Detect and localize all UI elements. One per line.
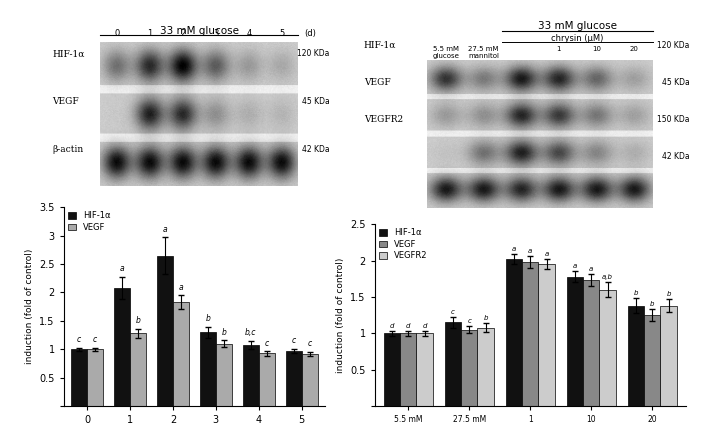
Bar: [173, 302, 189, 406]
Text: 5: 5: [279, 30, 284, 38]
Text: 45 KDa: 45 KDa: [662, 77, 689, 87]
Bar: [302, 354, 317, 406]
Text: b,c: b,c: [245, 328, 257, 338]
Bar: [259, 353, 275, 406]
Text: 45 KDa: 45 KDa: [302, 97, 329, 106]
Text: a: a: [119, 264, 124, 273]
Bar: [522, 262, 539, 406]
Text: β-actin: β-actin: [52, 145, 83, 154]
Bar: [286, 351, 302, 406]
Text: HIF-1α: HIF-1α: [364, 41, 396, 49]
Bar: [477, 327, 493, 406]
Bar: [644, 315, 660, 406]
Text: 120 KDa: 120 KDa: [297, 49, 329, 58]
Text: (d): (d): [304, 30, 316, 38]
Text: b: b: [666, 291, 671, 297]
Text: VEGF: VEGF: [52, 97, 79, 106]
Text: c: c: [93, 335, 98, 344]
Text: 1: 1: [556, 46, 561, 52]
Text: a: a: [512, 246, 516, 252]
Bar: [216, 343, 232, 406]
Legend: HIF-1α, VEGF, VEGFR2: HIF-1α, VEGF, VEGFR2: [379, 228, 427, 261]
Text: 0: 0: [115, 30, 119, 38]
Text: a: a: [589, 266, 593, 272]
Text: d: d: [406, 323, 411, 329]
Bar: [130, 333, 146, 406]
Bar: [87, 349, 103, 406]
Text: 33 mM glucose: 33 mM glucose: [538, 21, 617, 31]
Text: 20: 20: [630, 46, 638, 52]
Text: VEGFR2: VEGFR2: [364, 115, 403, 124]
Text: a: a: [544, 251, 549, 257]
Text: c: c: [451, 309, 455, 315]
Text: c: c: [467, 318, 471, 324]
Bar: [243, 345, 259, 406]
Text: a,b: a,b: [602, 274, 613, 280]
Text: 120 KDa: 120 KDa: [658, 41, 689, 49]
Text: a: a: [528, 248, 532, 254]
Text: a: a: [163, 225, 168, 234]
Text: 42 KDa: 42 KDa: [662, 151, 689, 161]
Bar: [200, 332, 216, 406]
Text: VEGF: VEGF: [364, 77, 391, 87]
Bar: [71, 349, 87, 406]
Text: a: a: [573, 263, 577, 269]
Text: a: a: [179, 283, 183, 292]
Text: 2: 2: [180, 30, 185, 38]
Bar: [416, 333, 433, 406]
Text: HIF-1α: HIF-1α: [52, 49, 85, 58]
Text: c: c: [308, 339, 312, 348]
Bar: [445, 322, 461, 406]
Text: b: b: [136, 316, 141, 325]
Text: d: d: [390, 323, 395, 329]
Bar: [506, 259, 522, 406]
Text: 1: 1: [147, 30, 153, 38]
Text: chrysin (μM): chrysin (μM): [551, 34, 604, 44]
Y-axis label: induction (fold of control): induction (fold of control): [25, 249, 33, 364]
Text: 27.5 mM
mannitol: 27.5 mM mannitol: [468, 46, 499, 59]
Text: 10: 10: [592, 46, 601, 52]
Bar: [461, 330, 477, 406]
Bar: [583, 280, 600, 406]
Text: d: d: [422, 323, 427, 329]
Legend: HIF-1α, VEGF: HIF-1α, VEGF: [68, 212, 110, 232]
Bar: [660, 306, 677, 406]
Text: 3: 3: [214, 30, 218, 38]
Bar: [600, 290, 616, 406]
Bar: [114, 288, 130, 406]
Text: c: c: [264, 338, 269, 348]
Text: 33 mM glucose: 33 mM glucose: [160, 26, 239, 36]
Text: b: b: [206, 314, 210, 323]
Text: c: c: [77, 335, 81, 344]
Text: c: c: [291, 336, 296, 345]
Y-axis label: induction (fold of control): induction (fold of control): [336, 258, 344, 373]
Bar: [157, 255, 173, 406]
Text: 150 KDa: 150 KDa: [657, 115, 689, 124]
Text: 42 KDa: 42 KDa: [302, 145, 329, 154]
Bar: [567, 277, 583, 406]
Bar: [539, 264, 555, 406]
Bar: [384, 333, 400, 406]
Text: b: b: [633, 290, 638, 296]
Text: b: b: [650, 301, 655, 307]
Text: 5.5 mM
glucose: 5.5 mM glucose: [433, 46, 460, 59]
Text: b: b: [484, 315, 488, 321]
Text: b: b: [221, 328, 226, 337]
Text: 4: 4: [246, 30, 252, 38]
Bar: [400, 333, 416, 406]
Bar: [628, 306, 644, 406]
